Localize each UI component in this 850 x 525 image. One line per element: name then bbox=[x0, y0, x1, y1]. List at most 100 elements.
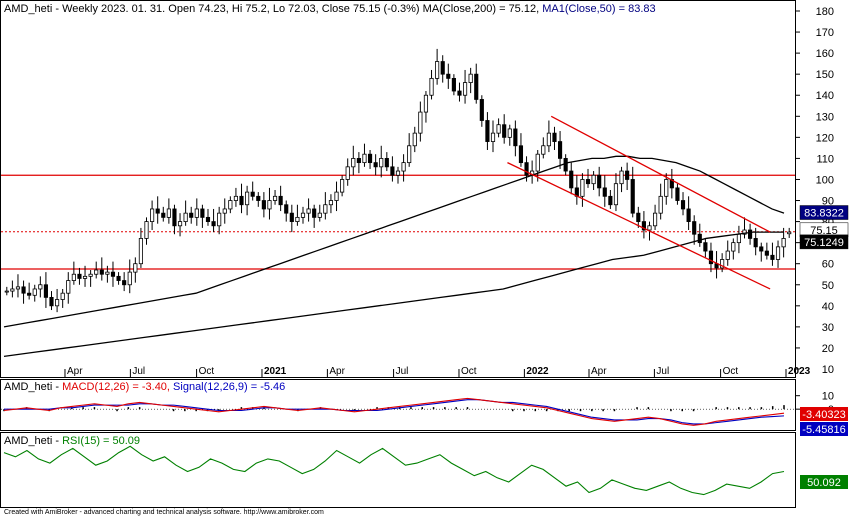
candle-down bbox=[256, 195, 261, 201]
candle-up bbox=[742, 229, 747, 235]
candle-down bbox=[43, 284, 48, 298]
y-tick-label: 180 bbox=[816, 6, 834, 18]
candle-down bbox=[764, 250, 769, 256]
candle-down bbox=[284, 204, 289, 214]
candle-up bbox=[787, 231, 792, 235]
candle-down bbox=[602, 187, 607, 197]
candle-up bbox=[55, 299, 60, 307]
candle-down bbox=[692, 221, 697, 235]
y-tick-label: 100 bbox=[816, 174, 834, 186]
candle-up bbox=[323, 204, 328, 214]
x-tick-label: 2023 bbox=[788, 366, 811, 377]
footer-credit: Created with AmiBroker - advanced charti… bbox=[4, 509, 324, 516]
price-tag-label: 75.1249 bbox=[804, 237, 844, 249]
candle-up bbox=[340, 179, 345, 193]
candle-down bbox=[557, 141, 563, 159]
signal-label: Signal(12,26,9) = -5.46 bbox=[173, 381, 285, 393]
candle-down bbox=[211, 221, 216, 227]
candle-up bbox=[334, 191, 339, 201]
candle-up bbox=[658, 195, 663, 214]
candle-up bbox=[60, 292, 65, 300]
candle-up bbox=[245, 191, 250, 206]
y-tick-label: 50 bbox=[822, 280, 834, 292]
candle-down bbox=[261, 200, 266, 210]
candle-down bbox=[312, 208, 317, 218]
price-tag-label: 83.8322 bbox=[804, 208, 844, 220]
candle-down bbox=[200, 208, 205, 218]
main-plot bbox=[1, 48, 795, 358]
candle-up bbox=[267, 200, 272, 210]
main-title: AMD_heti - Weekly 2023. 01. 31. Open 74.… bbox=[4, 3, 656, 15]
candle-up bbox=[166, 208, 171, 218]
macd-ticker: AMD_heti bbox=[4, 381, 52, 393]
y-tick-label: 40 bbox=[822, 301, 834, 313]
candle-up bbox=[653, 212, 658, 227]
candle-down bbox=[625, 170, 630, 180]
candle-up bbox=[496, 124, 501, 134]
candle-up bbox=[127, 271, 132, 286]
ma50-line bbox=[3, 155, 785, 328]
candle-up bbox=[306, 208, 311, 214]
candle-up bbox=[462, 82, 468, 96]
candle-down bbox=[384, 158, 389, 168]
candle-up bbox=[88, 273, 93, 277]
candle-up bbox=[32, 288, 37, 296]
ma200-line bbox=[3, 231, 784, 358]
candle-down bbox=[474, 73, 479, 100]
candle-down bbox=[630, 179, 635, 214]
candle-down bbox=[686, 208, 691, 222]
x-tick-label: Apr bbox=[591, 366, 607, 377]
candle-up bbox=[362, 153, 367, 164]
candle-up bbox=[217, 212, 222, 227]
candle-up bbox=[379, 158, 384, 168]
rsi-panel-frame bbox=[0, 432, 796, 508]
price-tag-box bbox=[799, 234, 849, 250]
rsi-tag-label: 50.092 bbox=[807, 477, 841, 489]
main-ticker: AMD_heti bbox=[4, 3, 52, 15]
candle-down bbox=[99, 269, 104, 275]
candle-down bbox=[697, 233, 702, 244]
candle-up bbox=[222, 208, 227, 214]
candle-up bbox=[82, 275, 88, 279]
candle-up bbox=[418, 111, 423, 134]
candle-down bbox=[289, 212, 294, 222]
candle-up bbox=[613, 183, 619, 206]
candle-down bbox=[703, 242, 708, 252]
candle-up bbox=[94, 269, 99, 275]
candle-down bbox=[569, 170, 574, 189]
candle-up bbox=[272, 195, 278, 201]
macd-y-tick-label: 10 bbox=[822, 391, 834, 403]
candle-down bbox=[161, 212, 166, 218]
rsi-title: AMD_heti - RSI(15) = 50.09 bbox=[4, 435, 140, 447]
x-axis: Apr Jul Oct 2021 Apr Jul Oct 2022 Apr Jul Oct 2023 bbox=[64, 366, 811, 377]
candle-up bbox=[395, 170, 401, 176]
candle-down bbox=[77, 273, 82, 279]
candle-down bbox=[390, 166, 395, 176]
candle-down bbox=[367, 153, 373, 164]
candle-up bbox=[150, 208, 155, 222]
candle-down bbox=[116, 275, 121, 281]
rsi-label: RSI(15) = 50.09 bbox=[62, 435, 140, 447]
candle-down bbox=[636, 212, 641, 222]
candle-down bbox=[446, 73, 451, 79]
price-tag-box bbox=[799, 205, 849, 220]
y-tick-label: 30 bbox=[822, 322, 834, 334]
candle-up bbox=[300, 212, 306, 218]
candle-up bbox=[429, 77, 434, 96]
candle-down bbox=[250, 191, 255, 197]
candle-up bbox=[580, 179, 585, 197]
candle-up bbox=[4, 290, 9, 293]
y-tick-label: 170 bbox=[816, 27, 834, 39]
y-tick-label: 110 bbox=[816, 153, 834, 165]
x-tick-label: Jul bbox=[396, 366, 409, 377]
candle-down bbox=[479, 99, 484, 121]
candle-down bbox=[49, 296, 54, 307]
candle-down bbox=[485, 120, 490, 142]
candle-down bbox=[356, 158, 361, 164]
candle-down bbox=[708, 250, 714, 265]
channel-upper-line bbox=[550, 115, 771, 233]
y-tick-label: 130 bbox=[816, 111, 834, 123]
candle-down bbox=[189, 212, 194, 218]
candle-up bbox=[66, 280, 71, 294]
